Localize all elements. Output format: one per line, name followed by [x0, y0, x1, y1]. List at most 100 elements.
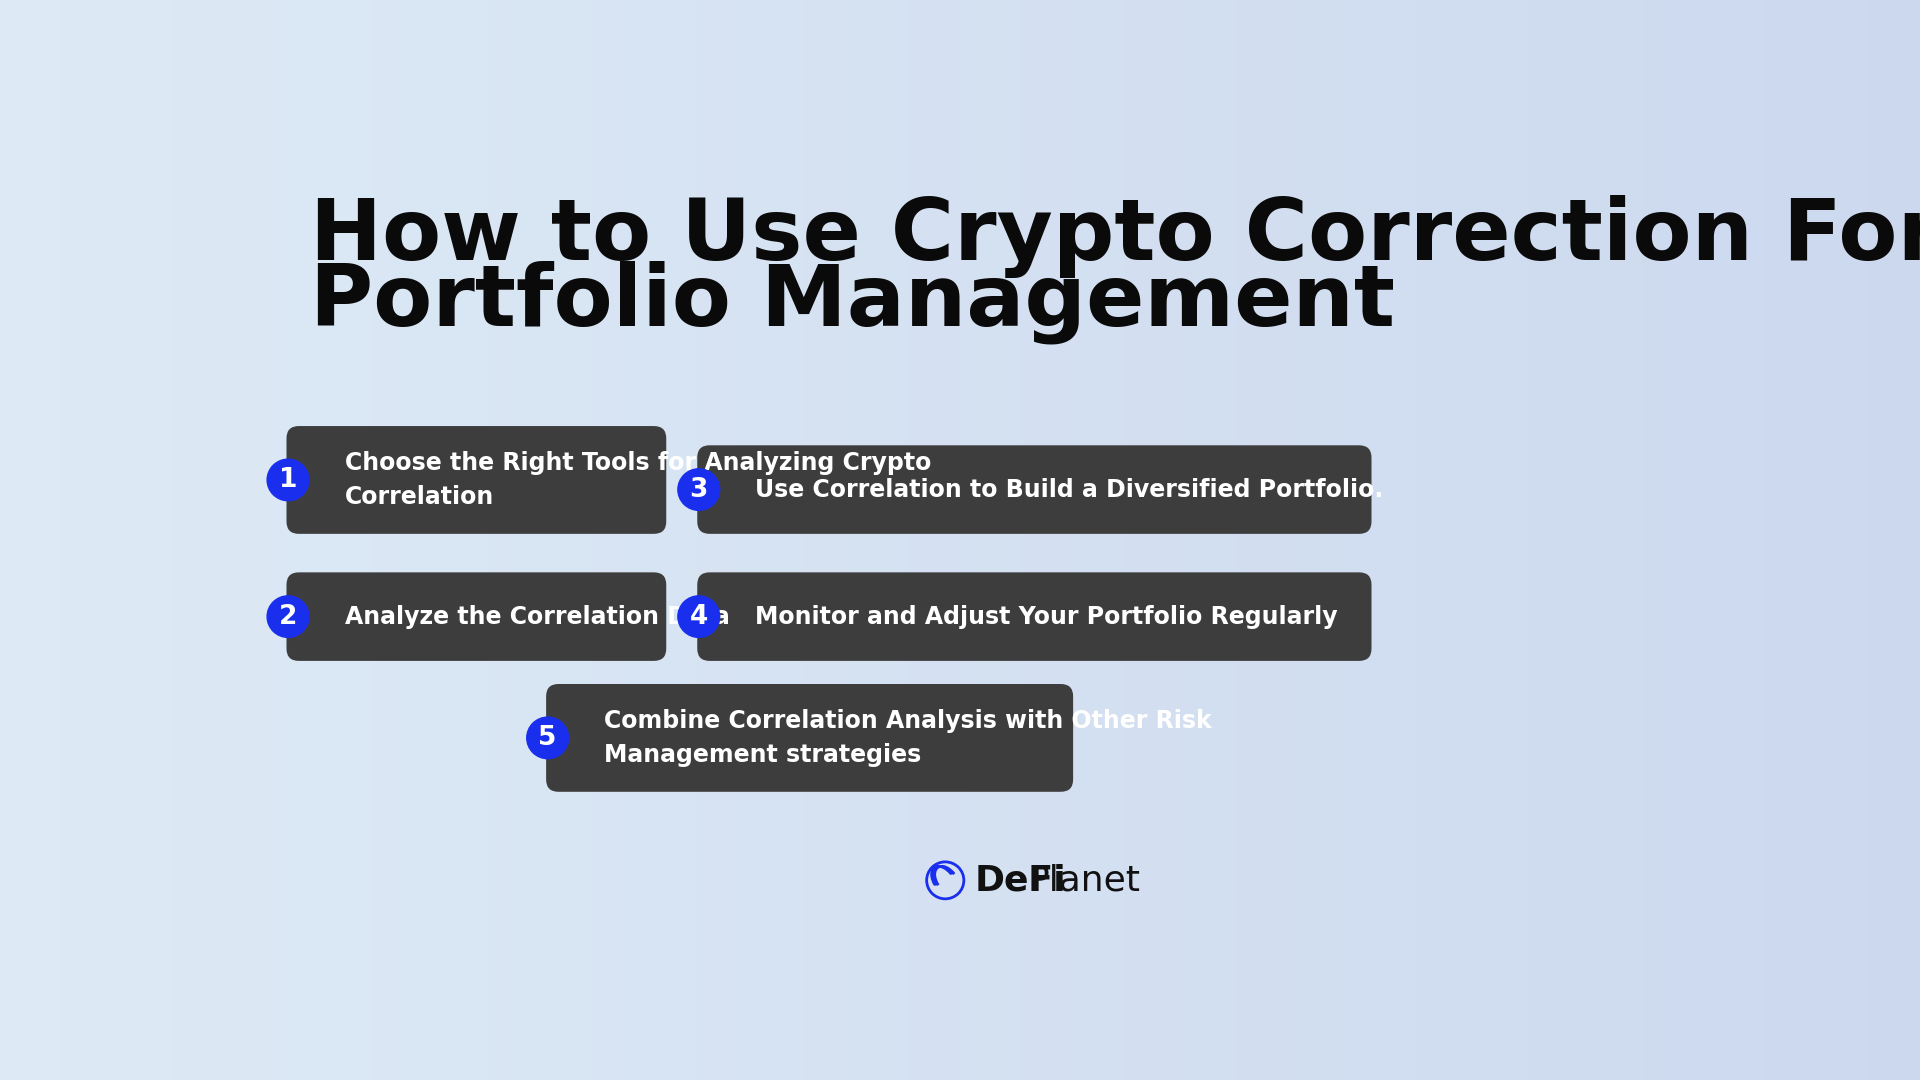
Bar [758, 0, 764, 1080]
Bar [916, 0, 922, 1080]
Bar [420, 0, 428, 1080]
Bar [83, 0, 90, 1080]
Bar [862, 0, 870, 1080]
Bar [346, 0, 353, 1080]
Bar [1546, 0, 1553, 1080]
Bar [1177, 0, 1185, 1080]
Bar [1357, 0, 1365, 1080]
Bar [1133, 0, 1140, 1080]
Bar [983, 0, 991, 1080]
Bar [1837, 0, 1845, 1080]
Bar [1327, 0, 1334, 1080]
Text: How to Use Crypto Correction For: How to Use Crypto Correction For [309, 195, 1920, 278]
Bar [1004, 0, 1012, 1080]
Bar [1125, 0, 1133, 1080]
Bar [330, 0, 338, 1080]
Bar [854, 0, 862, 1080]
Bar [165, 0, 173, 1080]
Bar [361, 0, 367, 1080]
Bar [1853, 0, 1860, 1080]
Bar [353, 0, 361, 1080]
Bar [614, 0, 622, 1080]
Bar [225, 0, 232, 1080]
Bar [1066, 0, 1073, 1080]
Bar [1365, 0, 1373, 1080]
Bar [1688, 0, 1695, 1080]
Bar [1298, 0, 1306, 1080]
Bar [157, 0, 165, 1080]
Bar [720, 0, 728, 1080]
Bar [1455, 0, 1463, 1080]
Bar [705, 0, 712, 1080]
Bar [937, 0, 945, 1080]
Bar [338, 0, 346, 1080]
Bar [113, 0, 119, 1080]
Bar [271, 0, 278, 1080]
Text: Combine Correlation Analysis with Other Risk
Management strategies: Combine Correlation Analysis with Other … [605, 708, 1212, 767]
Bar [1574, 0, 1582, 1080]
Bar [15, 0, 23, 1080]
Bar [503, 0, 511, 1080]
Bar [31, 0, 38, 1080]
FancyBboxPatch shape [545, 684, 1073, 792]
Bar [929, 0, 937, 1080]
Bar [1290, 0, 1298, 1080]
Bar [1672, 0, 1680, 1080]
Bar [1905, 0, 1912, 1080]
Bar [524, 0, 532, 1080]
Text: 4: 4 [689, 604, 708, 630]
Bar [180, 0, 188, 1080]
Bar [1117, 0, 1125, 1080]
Bar [150, 0, 157, 1080]
Bar [472, 0, 480, 1080]
Text: Analyze the Correlation Data: Analyze the Correlation Data [344, 605, 730, 629]
Bar [1402, 0, 1409, 1080]
Bar [1868, 0, 1876, 1080]
Bar [1793, 0, 1801, 1080]
Bar [900, 0, 908, 1080]
Bar [1432, 0, 1440, 1080]
Bar [518, 0, 524, 1080]
Bar [1238, 0, 1244, 1080]
FancyBboxPatch shape [697, 445, 1371, 534]
Bar [1192, 0, 1200, 1080]
Bar [1043, 0, 1050, 1080]
Bar [1094, 0, 1102, 1080]
Bar [622, 0, 630, 1080]
Bar [1020, 0, 1027, 1080]
Bar [787, 0, 795, 1080]
Bar [1814, 0, 1822, 1080]
Bar [780, 0, 787, 1080]
Bar [188, 0, 196, 1080]
Bar [1845, 0, 1853, 1080]
Bar [428, 0, 436, 1080]
Bar [645, 0, 653, 1080]
Bar [67, 0, 75, 1080]
Bar [1553, 0, 1559, 1080]
Bar [0, 0, 8, 1080]
Bar [1313, 0, 1321, 1080]
Bar [712, 0, 720, 1080]
Bar [1515, 0, 1523, 1080]
Bar [1642, 0, 1649, 1080]
Bar [653, 0, 660, 1080]
Bar [1500, 0, 1507, 1080]
Bar [563, 0, 570, 1080]
Bar [1073, 0, 1079, 1080]
Bar [803, 0, 810, 1080]
Bar [1778, 0, 1786, 1080]
Bar [607, 0, 614, 1080]
Bar [1223, 0, 1231, 1080]
Bar [668, 0, 676, 1080]
Bar [488, 0, 495, 1080]
Bar [90, 0, 98, 1080]
Bar [1889, 0, 1897, 1080]
Bar [1050, 0, 1058, 1080]
Bar [292, 0, 300, 1080]
Bar [1484, 0, 1492, 1080]
Bar [1156, 0, 1162, 1080]
Bar [1770, 0, 1778, 1080]
Bar [1079, 0, 1087, 1080]
Bar [1380, 0, 1388, 1080]
Bar [119, 0, 127, 1080]
